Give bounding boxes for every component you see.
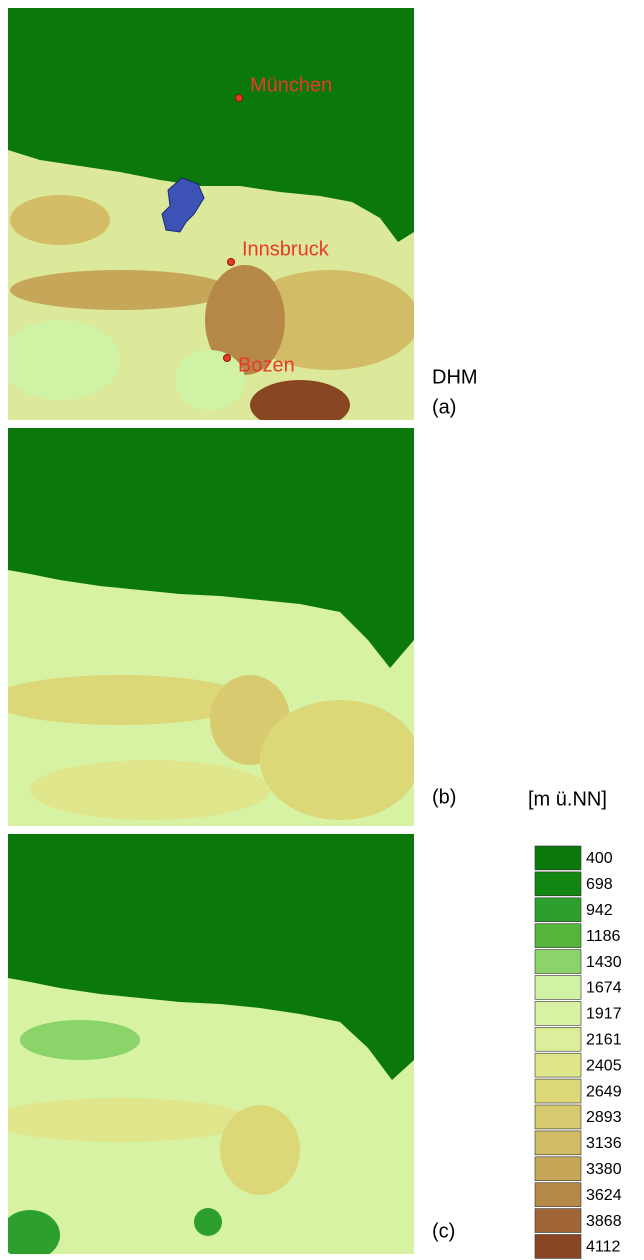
legend-swatch xyxy=(534,1001,582,1026)
legend-label: 400 xyxy=(586,850,613,867)
city-label: München xyxy=(250,74,332,96)
legend-label: 942 xyxy=(586,902,613,919)
legend-swatch xyxy=(534,897,582,922)
legend-swatch xyxy=(534,1234,582,1259)
legend-label: 698 xyxy=(586,876,613,893)
legend-swatch xyxy=(534,1182,582,1207)
legend-swatch xyxy=(534,1208,582,1233)
legend-label: 3380 xyxy=(586,1161,622,1178)
legend-label: 1430 xyxy=(586,954,622,971)
legend: 400 698 942 1186 1430 1674 1917 2161 2405 2649 289… xyxy=(534,845,622,1259)
legend-swatch xyxy=(534,975,582,1000)
legend-label: 2649 xyxy=(586,1083,622,1100)
legend-label: 3136 xyxy=(586,1135,622,1152)
legend-swatch xyxy=(534,1078,582,1104)
city-label: Innsbruck xyxy=(242,238,330,260)
legend-label: 1674 xyxy=(586,980,622,997)
legend-label: 2893 xyxy=(586,1109,622,1126)
map-panel-a: München Innsbruck Bozen xyxy=(8,8,414,420)
map-panel-c xyxy=(8,834,414,1254)
panel-label: (b) xyxy=(432,786,456,808)
legend-swatch xyxy=(534,1130,582,1156)
panel-label: (a) xyxy=(432,396,456,418)
city-label: Bozen xyxy=(238,354,295,376)
panel-label: DHM xyxy=(432,366,478,388)
legend-label: 3624 xyxy=(586,1187,622,1204)
legend-label: 1186 xyxy=(586,928,621,945)
legend-title: [m ü.NN] xyxy=(528,788,607,810)
legend-swatch xyxy=(534,871,582,897)
legend-swatch xyxy=(534,923,582,948)
legend-swatch xyxy=(534,845,582,871)
legend-label: 2405 xyxy=(586,1057,622,1074)
legend-swatch xyxy=(534,1156,582,1182)
legend-label: 4112 xyxy=(586,1239,621,1256)
legend-label: 1917 xyxy=(586,1006,622,1023)
legend-swatch xyxy=(534,1052,582,1078)
legend-label: 3868 xyxy=(586,1213,622,1230)
legend-swatch xyxy=(534,949,582,974)
legend-swatch xyxy=(534,1104,582,1130)
map-panel-b xyxy=(8,428,414,826)
panel-label: (c) xyxy=(432,1220,455,1242)
legend-label: 2161 xyxy=(586,1031,622,1048)
legend-swatch xyxy=(534,1027,582,1052)
